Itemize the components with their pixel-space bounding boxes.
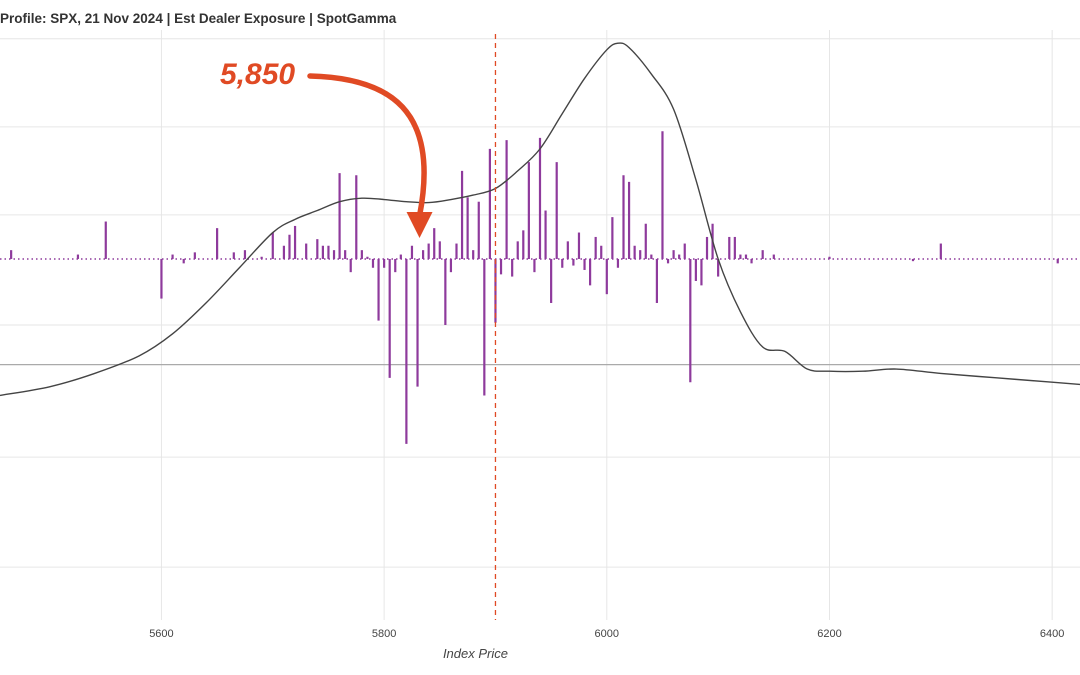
x-axis-label: Index Price <box>443 646 508 661</box>
x-tick-label: 5800 <box>372 628 396 640</box>
callout-label: 5,850 <box>220 58 295 91</box>
x-tick-labels: 5600 5800 6000 6200 6400 <box>149 628 1064 640</box>
callout-arrowhead <box>406 212 433 238</box>
callout-annotation: 5,850 <box>220 58 433 238</box>
y-gridlines <box>0 38 1080 568</box>
callout-arrow <box>307 73 427 219</box>
exposure-bars <box>10 131 1059 444</box>
x-tick-label: 6200 <box>817 628 841 640</box>
x-tick-label: 6000 <box>595 628 619 640</box>
x-tick-label: 5600 <box>149 628 173 640</box>
chart-title: Profile: SPX, 21 Nov 2024 | Est Dealer E… <box>0 11 397 26</box>
gamma-curve <box>0 42 1080 397</box>
x-tick-label: 6400 <box>1040 628 1064 640</box>
